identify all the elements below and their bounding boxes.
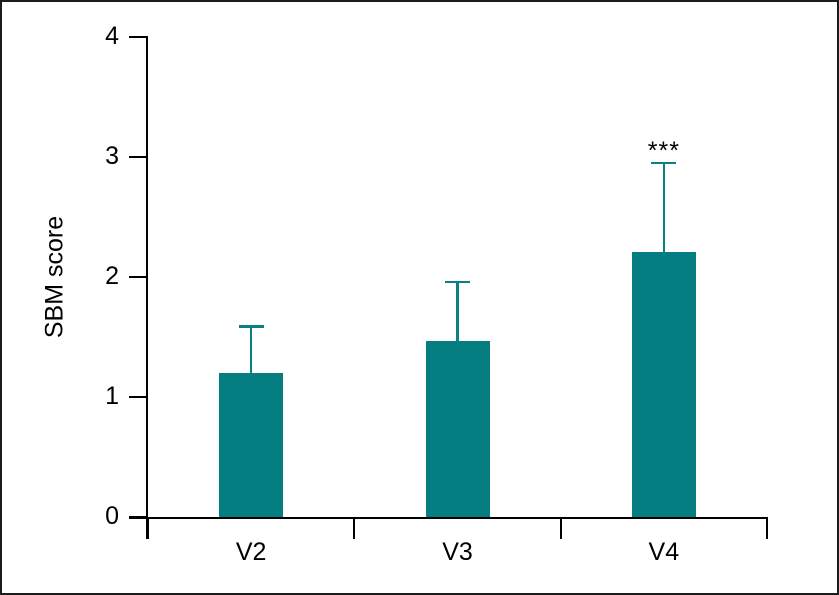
error-bar-cap <box>238 325 264 328</box>
x-tick-label: V2 <box>235 538 267 566</box>
y-tick-label: 3 <box>105 142 119 170</box>
error-bar-stem <box>456 280 459 341</box>
x-tick-label: V4 <box>648 538 680 566</box>
y-tick-label: 1 <box>105 382 119 410</box>
error-bar-cap <box>651 161 677 165</box>
x-axis-line <box>129 517 768 519</box>
y-axis-tick <box>129 396 148 398</box>
x-axis-tick <box>147 518 149 539</box>
y-tick-label: 4 <box>105 22 119 50</box>
bar-V2 <box>219 373 284 517</box>
y-axis-line <box>146 37 148 539</box>
x-tick-label: V3 <box>442 538 473 566</box>
y-axis-tick <box>129 276 148 278</box>
significance-marker: *** <box>647 136 680 165</box>
y-tick-label: 2 <box>105 262 119 290</box>
y-axis-tick <box>129 156 148 158</box>
y-tick-label: 0 <box>105 502 119 530</box>
bar-V4 <box>631 251 696 517</box>
bar-V3 <box>425 340 490 517</box>
y-axis-tick <box>129 516 148 518</box>
x-axis-tick <box>353 518 356 539</box>
error-bar-stem <box>249 325 253 373</box>
x-axis-tick <box>559 518 562 539</box>
error-bar-cap <box>445 280 470 284</box>
error-bar-stem <box>662 161 666 252</box>
y-axis-tick <box>129 36 148 38</box>
x-axis-tick <box>766 518 768 539</box>
